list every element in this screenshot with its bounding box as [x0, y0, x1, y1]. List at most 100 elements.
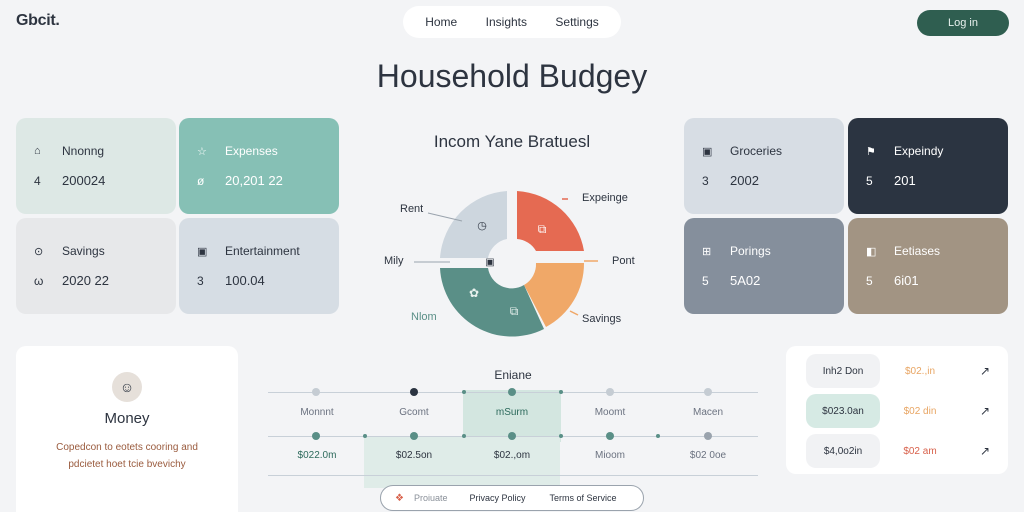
card-index: 5 [866, 273, 873, 288]
nlom-slice-icon: ✿ [469, 286, 479, 300]
arrow-up-right-icon[interactable]: ↗ [979, 404, 990, 418]
slice-pont [524, 263, 585, 327]
timeline-label: Macen [692, 407, 723, 418]
timeline-dot[interactable] [312, 432, 320, 440]
list-pill[interactable]: $4,0o2in [806, 434, 880, 468]
footer-brand[interactable]: Proiuate [413, 493, 448, 503]
card-value: 6i01 [894, 273, 919, 288]
login-button[interactable]: Log in [917, 10, 1009, 36]
donut-chart: ◷ ⧉ ▣ ✿ ⧉ [414, 191, 598, 337]
expeinge-slice-icon: ⧉ [538, 222, 547, 236]
card-index: ø [197, 173, 205, 188]
app-logo[interactable]: Gbcit. [16, 12, 60, 29]
mily-slice-icon: ▣ [485, 257, 494, 268]
slice-expeinge [517, 191, 584, 251]
chart-title: Incom Yane Bratuesl [433, 132, 591, 151]
timeline-label: mSurm [495, 407, 529, 418]
brand-icon: ❖ [395, 492, 404, 504]
nav-insights[interactable]: Insights [485, 15, 527, 29]
privacy-link[interactable]: Privacy Policy [469, 493, 526, 503]
terms-link[interactable]: Terms of Service [549, 493, 617, 503]
card-porings[interactable]: ⊞ Porings 5 5A02 [684, 218, 844, 314]
label-nlom: Nlom [411, 311, 437, 323]
timeline-dot [462, 434, 466, 438]
grid-icon: ⊞ [702, 245, 712, 258]
slice-rent [440, 191, 507, 258]
avatar[interactable]: ☺ [112, 372, 142, 402]
timeline-dot[interactable] [704, 432, 712, 440]
card-index: 4 [34, 173, 41, 188]
transactions-panel: Inh2 Don $02.,in ↗ $023.0an $02 din ↗ $4… [786, 346, 1008, 474]
bag-icon: ▣ [702, 145, 713, 158]
nav-settings[interactable]: Settings [555, 15, 599, 29]
timeline-highlight [364, 436, 560, 488]
profile-description: Copedcon to eotets cooring and pdcietet … [56, 442, 198, 470]
label-rent: Rent [400, 203, 424, 215]
list-item[interactable]: $023.0an $02 din ↗ [806, 394, 992, 428]
card-label: Groceries [730, 144, 783, 158]
timeline-dot [656, 434, 660, 438]
card-value: 20,201 22 [225, 173, 283, 188]
timeline-dot[interactable] [508, 388, 516, 396]
rent-slice-icon: ◷ [477, 220, 487, 232]
timeline-label: Monnnt [300, 407, 334, 418]
timeline-dot [559, 434, 563, 438]
flag-icon: ⚑ [866, 145, 876, 158]
timeline-dot[interactable] [312, 388, 320, 396]
list-amount: $02 am [903, 445, 937, 457]
label-savings: Savings [582, 313, 622, 325]
profile-title: Money [104, 410, 150, 427]
list-amount: $02 din [903, 405, 937, 417]
profile-panel: ☺ Money Copedcon to eotets cooring and p… [16, 346, 238, 512]
nav-home[interactable]: Home [425, 15, 458, 29]
arrow-up-right-icon[interactable]: ↗ [979, 444, 990, 458]
timeline-dot [462, 390, 466, 394]
timeline-dot[interactable] [410, 388, 418, 396]
card-label: Eetiases [894, 244, 941, 258]
top-nav: Home Insights Settings [403, 6, 621, 38]
list-pill[interactable]: Inh2 Don [806, 354, 880, 388]
card-index: 3 [197, 273, 204, 288]
timeline-value: Mioom [594, 450, 625, 461]
label-expeinge: Expeinge [582, 192, 628, 204]
timeline-dot[interactable] [606, 432, 614, 440]
card-index: ω [34, 273, 44, 288]
arrow-up-right-icon[interactable]: ↗ [979, 364, 990, 378]
card-value: 200024 [62, 173, 106, 188]
timeline: Eniane Monnnt Gcomt mSurm Moomt Macen $0… [268, 360, 758, 488]
timeline-dot[interactable] [410, 432, 418, 440]
footer-bar: ❖ Proiuate Privacy Policy Terms of Servi… [380, 485, 644, 511]
card-expenses[interactable]: ☆ Expenses ø 20,201 22 [179, 118, 339, 214]
card-label: Expeindy [894, 144, 944, 158]
card-label: Entertainment [225, 244, 300, 258]
timeline-value: $022.0m [297, 450, 337, 461]
card-value: 2002 [730, 173, 759, 188]
list-item[interactable]: $4,0o2in $02 am ↗ [806, 434, 992, 468]
card-value: 201 [894, 173, 916, 188]
card-value: 2020 22 [62, 273, 109, 288]
card-nnonng[interactable]: ⌂ Nnonng 4 200024 [16, 118, 176, 214]
card-index: 5 [866, 173, 873, 188]
card-value: 5A02 [730, 273, 761, 288]
card-entertainment[interactable]: ▣ Entertainment 3 100.04 [179, 218, 339, 314]
card-label: Porings [730, 244, 771, 258]
timeline-divider [268, 475, 758, 476]
card-label: Savings [62, 244, 105, 258]
timeline-dot [363, 434, 367, 438]
timeline-value: $02.,om [493, 450, 531, 461]
card-index: 3 [702, 173, 709, 188]
list-pill[interactable]: $023.0an [806, 394, 880, 428]
timeline-dot[interactable] [508, 432, 516, 440]
timeline-title: Eniane [494, 368, 532, 382]
label-mily: Mily [384, 255, 404, 267]
card-expeindy[interactable]: ⚑ Expeindy 5 201 [848, 118, 1008, 214]
card-groceries[interactable]: ▣ Groceries 3 2002 [684, 118, 844, 214]
timeline-dot[interactable] [704, 388, 712, 396]
card-savings[interactable]: ⊙ Savings ω 2020 22 [16, 218, 176, 314]
card-label: Nnonng [62, 144, 105, 158]
list-item[interactable]: Inh2 Don $02.,in ↗ [806, 354, 992, 388]
label-pont: Pont [612, 255, 635, 267]
clock-icon: ⊙ [34, 245, 44, 258]
timeline-dot[interactable] [606, 388, 614, 396]
card-eetiases[interactable]: ◧ Eetiases 5 6i01 [848, 218, 1008, 314]
